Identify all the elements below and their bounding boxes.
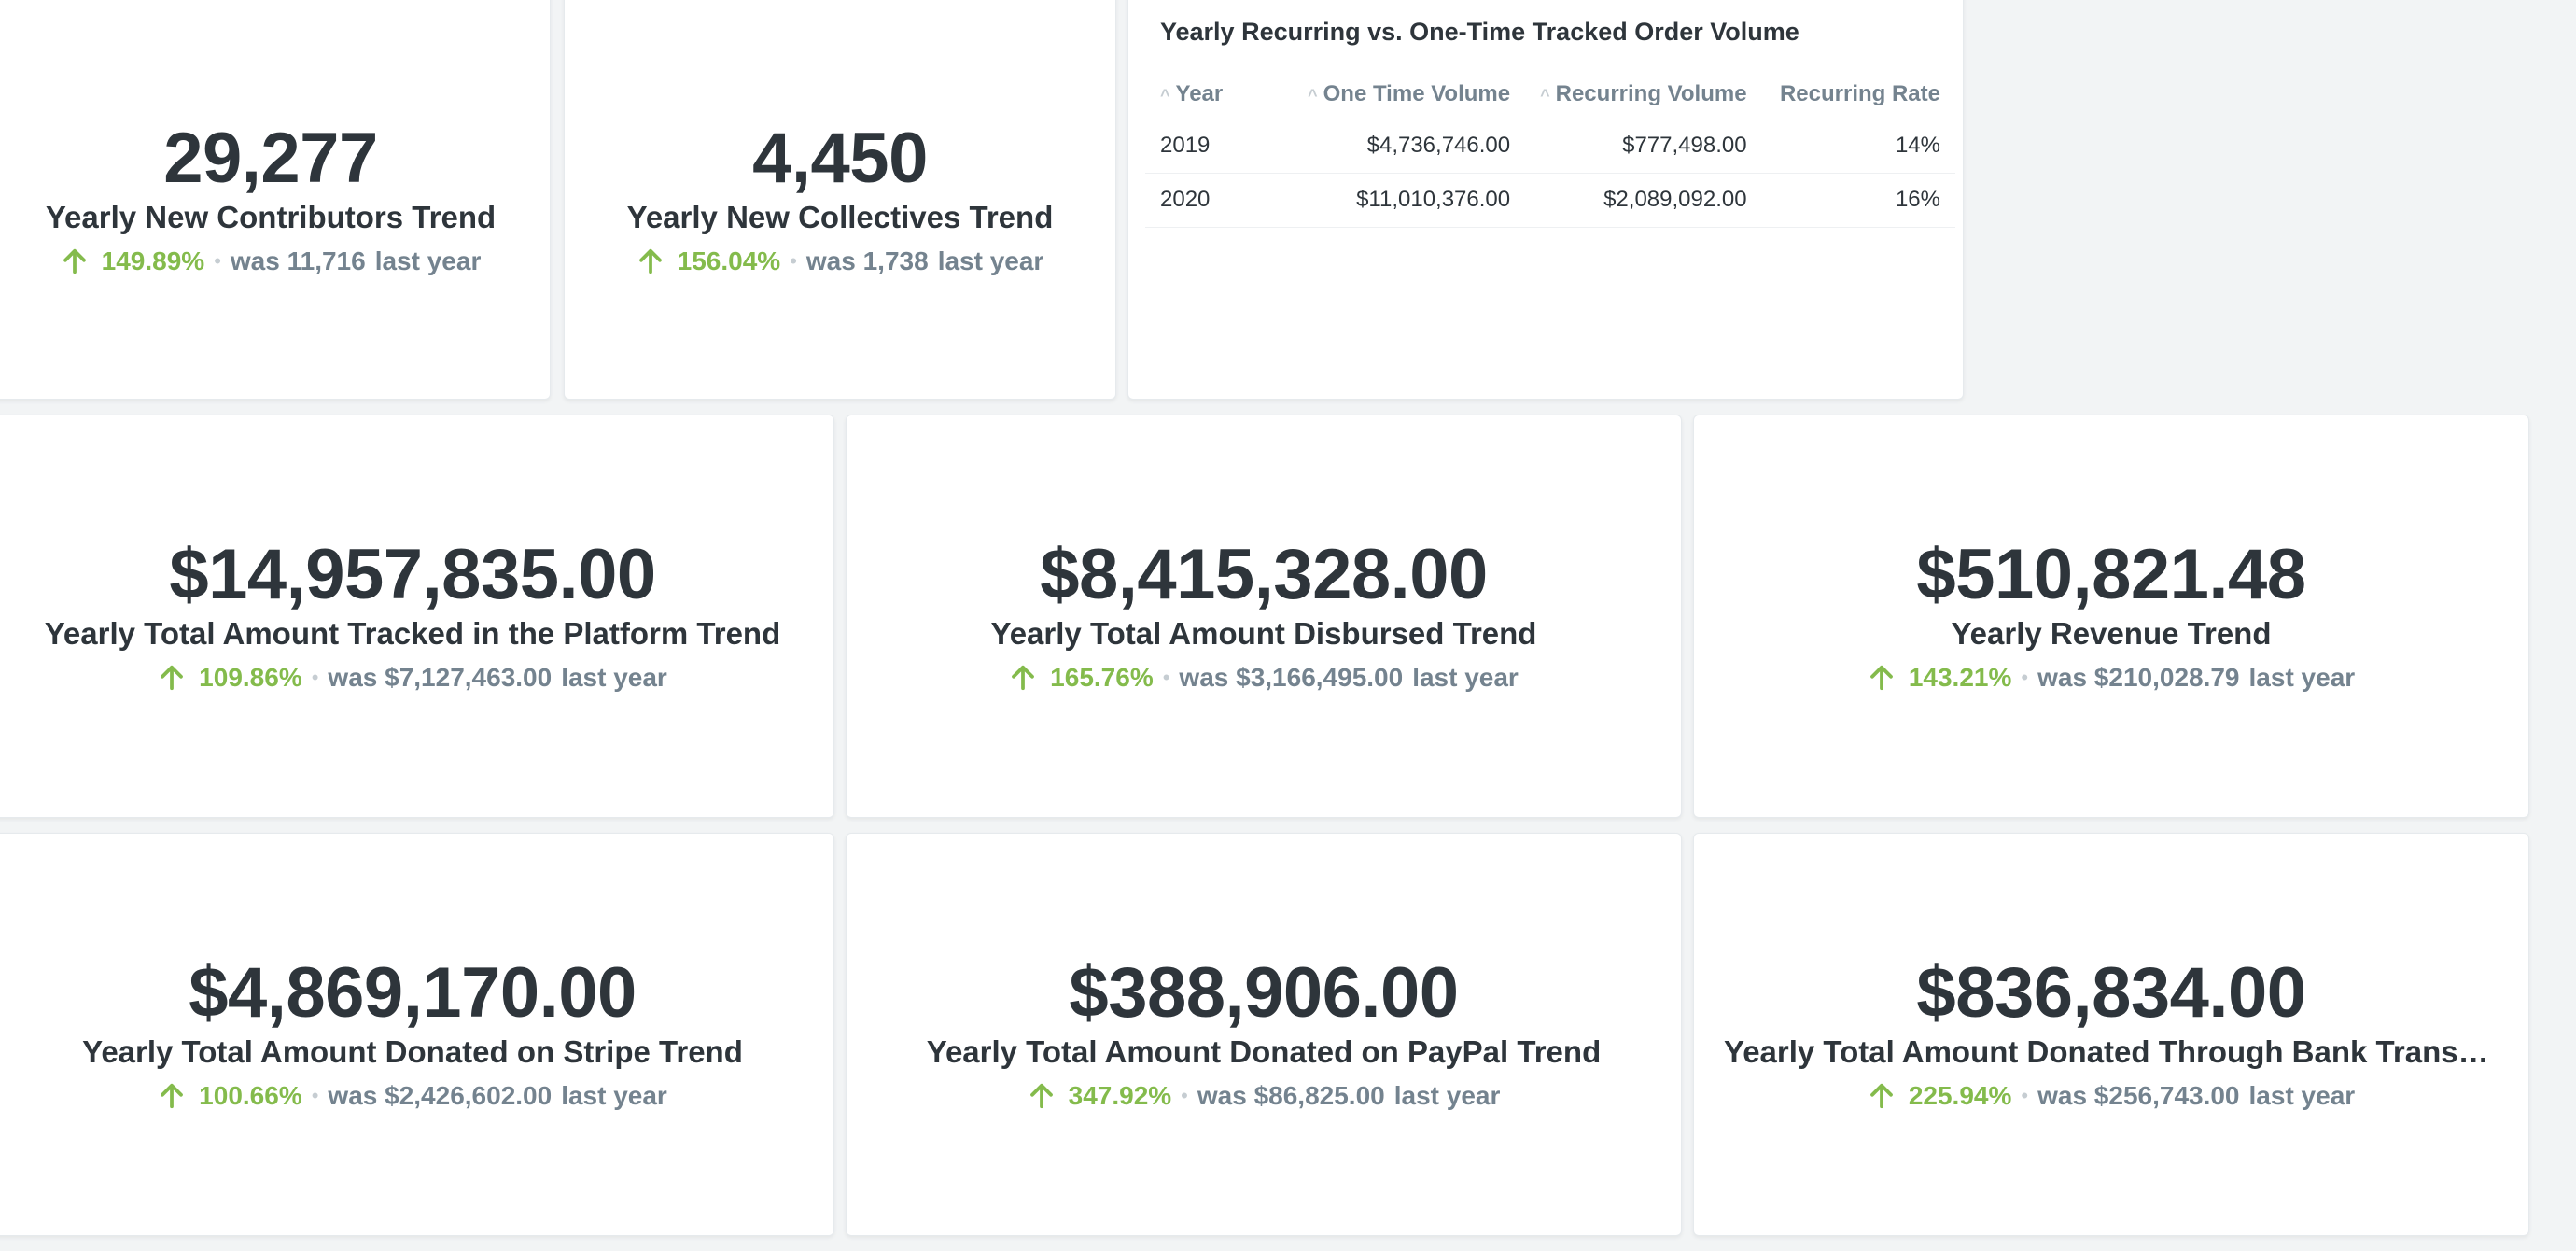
cell-recurring-volume[interactable]: $777,498.00 [1525,119,1762,174]
card-title[interactable]: Yearly New Contributors Trend [45,200,497,234]
separator-dot: • [311,666,319,689]
trend-line: 347.92% • was $86,825.00 last year [1028,1081,1501,1111]
sort-icon: ^ [1160,85,1170,105]
previous-value: was 1,738 [805,246,929,275]
card-revenue[interactable]: $510,821.48 Yearly Revenue Trend 143.21%… [1693,415,2529,818]
table-header-row: ^ Year ^ One Time Volume ^ Recurring Volume… [1145,70,1955,119]
separator-dot: • [214,249,221,273]
trend-percent: 109.86% [199,663,302,692]
metric-value: 29,277 [163,119,378,198]
column-header-one-time-volume[interactable]: ^ One Time Volume [1293,70,1526,119]
card-donated-bank-transfers[interactable]: $836,834.00 Yearly Total Amount Donated … [1693,833,2529,1236]
arrow-up-icon [1029,1083,1053,1109]
separator-dot: • [2021,666,2029,689]
sort-icon: ^ [1540,85,1550,105]
previous-value: was $210,028.79 [2037,663,2240,692]
comparison-period: last year [1412,663,1519,692]
metric-value: $4,869,170.00 [189,953,637,1033]
card-total-disbursed[interactable]: $8,415,328.00 Yearly Total Amount Disbur… [846,415,1682,818]
metric-value: 4,450 [752,119,928,198]
trend-line: 225.94% • was $256,743.00 last year [1868,1081,2355,1111]
trend-percent: 149.89% [101,246,205,275]
trend-percent: 100.66% [199,1081,302,1110]
separator-dot: • [790,249,797,273]
arrow-up-icon [638,248,662,274]
comparison-period: last year [2248,663,2356,692]
metric-value: $8,415,328.00 [1040,535,1488,614]
separator-dot: • [2021,1084,2029,1107]
trend-line: 100.66% • was $2,426,602.00 last year [158,1081,667,1111]
previous-value: was $86,825.00 [1197,1081,1385,1110]
column-header-recurring-rate[interactable]: Recurring Rate [1761,70,1955,119]
comparison-period: last year [561,1081,667,1110]
trend-percent: 143.21% [1908,663,2012,692]
card-donated-paypal[interactable]: $388,906.00 Yearly Total Amount Donated … [846,833,1682,1236]
cell-recurring-rate[interactable]: 14% [1761,119,1955,174]
card-new-contributors[interactable]: 29,277 Yearly New Contributors Trend 149… [0,0,551,400]
comparison-period: last year [374,246,482,275]
table-row: 2020 $11,010,376.00 $2,089,092.00 16% [1145,173,1955,228]
cell-one-time-volume[interactable]: $11,010,376.00 [1293,173,1526,228]
card-order-volume-table: Yearly Recurring vs. One-Time Tracked Or… [1127,0,1964,400]
trend-percent: 225.94% [1908,1081,2012,1110]
arrow-up-icon [161,1083,184,1109]
table-row: 2019 $4,736,746.00 $777,498.00 14% [1145,119,1955,174]
previous-value: was $256,743.00 [2037,1081,2240,1110]
trend-percent: 156.04% [677,246,781,275]
trend-line: 165.76% • was $3,166,495.00 last year [1009,663,1519,693]
card-title[interactable]: Yearly Total Amount Tracked in the Platf… [44,616,781,651]
cell-year[interactable]: 2020 [1145,173,1294,228]
trend-percent: 165.76% [1050,663,1154,692]
card-title[interactable]: Yearly Total Amount Disbursed Trend [990,616,1537,651]
previous-value: was $2,426,602.00 [328,1081,553,1110]
previous-value: was 11,716 [230,246,366,275]
arrow-up-icon [1869,1083,1893,1109]
column-header-recurring-volume[interactable]: ^ Recurring Volume [1525,70,1762,119]
metric-value: $388,906.00 [1069,953,1459,1033]
separator-dot: • [1162,666,1170,689]
sort-icon: ^ [1308,85,1318,105]
card-total-tracked[interactable]: $14,957,835.00 Yearly Total Amount Track… [0,415,834,818]
card-title[interactable]: Yearly Total Amount Donated Through Bank… [1724,1034,2499,1069]
trend-line: 143.21% • was $210,028.79 last year [1868,663,2355,693]
metric-value: $14,957,835.00 [169,535,656,614]
card-title[interactable]: Yearly Total Amount Donated on PayPal Tr… [926,1034,1602,1069]
arrow-up-icon [1869,665,1893,691]
comparison-period: last year [1393,1081,1501,1110]
trend-line: 149.89% • was 11,716 last year [61,246,482,276]
trend-percent: 347.92% [1068,1081,1172,1110]
arrow-up-icon [161,665,184,691]
order-volume-table: ^ Year ^ One Time Volume ^ Recurring Volume… [1145,70,1955,228]
trend-line: 156.04% • was 1,738 last year [637,246,1044,276]
metric-value: $510,821.48 [1916,535,2306,614]
previous-value: was $3,166,495.00 [1179,663,1404,692]
previous-value: was $7,127,463.00 [328,663,553,692]
card-donated-stripe[interactable]: $4,869,170.00 Yearly Total Amount Donate… [0,833,834,1236]
comparison-period: last year [561,663,667,692]
separator-dot: • [1181,1084,1188,1107]
arrow-up-icon [63,248,86,274]
cell-year[interactable]: 2019 [1145,119,1294,174]
column-header-year[interactable]: ^ Year [1145,70,1294,119]
trend-line: 109.86% • was $7,127,463.00 last year [158,663,667,693]
card-title[interactable]: Yearly New Collectives Trend [626,200,1054,234]
cell-recurring-volume[interactable]: $2,089,092.00 [1525,173,1762,228]
card-new-collectives[interactable]: 4,450 Yearly New Collectives Trend 156.0… [564,0,1116,400]
comparison-period: last year [937,246,1044,275]
card-title[interactable]: Yearly Revenue Trend [1951,616,2272,651]
card-title[interactable]: Yearly Total Amount Donated on Stripe Tr… [82,1034,743,1069]
separator-dot: • [311,1084,319,1107]
arrow-up-icon [1012,665,1035,691]
metric-value: $836,834.00 [1916,953,2306,1033]
table-title[interactable]: Yearly Recurring vs. One-Time Tracked Or… [1160,18,1799,46]
comparison-period: last year [2248,1081,2356,1110]
cell-one-time-volume[interactable]: $4,736,746.00 [1293,119,1526,174]
cell-recurring-rate[interactable]: 16% [1761,173,1955,228]
